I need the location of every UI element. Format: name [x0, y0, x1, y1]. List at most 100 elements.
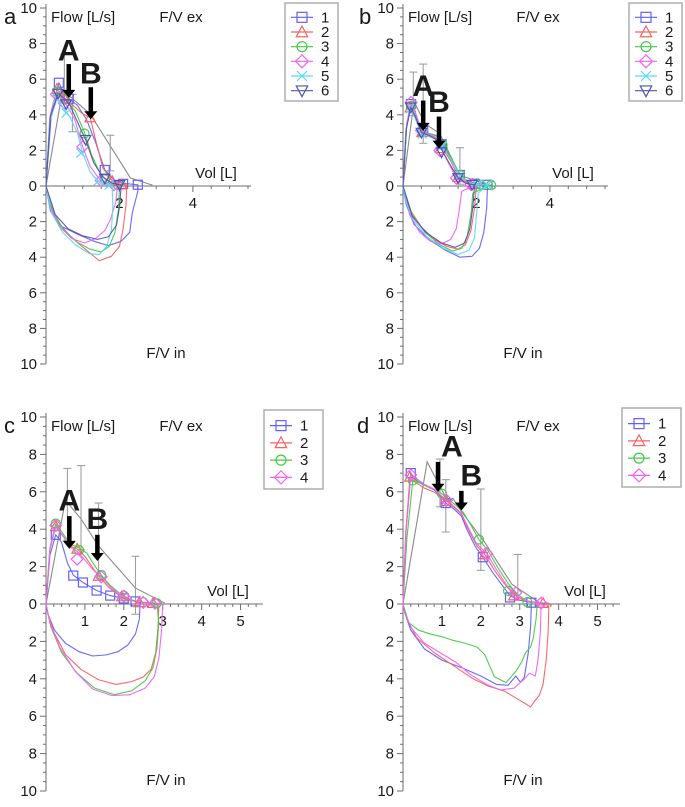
annotation-letter-B: B — [428, 86, 450, 119]
annotation-arrowhead-B — [454, 502, 468, 511]
y-tick-label: 4 — [386, 671, 394, 688]
series-5-marker — [455, 170, 465, 181]
y-tick-label: 8 — [29, 446, 37, 463]
annotation-arrowhead-A — [416, 122, 430, 131]
annotation-letter-A: A — [412, 70, 434, 103]
flow-volume-chart-b: b 10 8 6 4 2 0 2 4 6 8 10 2 4 AB Flow [L/s] F/V ex Vol [L… — [359, 0, 683, 373]
series-4-marker — [70, 552, 84, 566]
series-4-line — [402, 474, 542, 691]
panel-letter: d — [357, 413, 369, 438]
fv-in-label: F/V in — [503, 772, 542, 789]
y-tick-label: 10 — [20, 0, 37, 17]
series-4-marker — [439, 493, 454, 507]
legend-diamond-icon — [294, 53, 310, 69]
legend-label: 4 — [665, 53, 673, 70]
legend-label: 6 — [321, 83, 329, 100]
series-3-line — [45, 523, 160, 696]
x-tick-label: 4 — [197, 613, 205, 630]
series-3-marker — [436, 488, 448, 499]
legend-triangle-up-icon — [632, 433, 646, 447]
series-4-marker — [148, 596, 162, 610]
legend-square-icon — [275, 420, 287, 432]
series-1-marker — [132, 179, 143, 190]
series-6-marker — [98, 173, 111, 186]
annotation-arrowhead-B — [84, 111, 98, 120]
x-tick-label: 1 — [81, 613, 89, 630]
legend-label: 1 — [300, 418, 308, 435]
series-6-line — [45, 92, 122, 240]
legend-label: 4 — [321, 53, 329, 70]
legend-label: 3 — [665, 39, 673, 56]
series-4-marker — [117, 589, 131, 603]
legend-label: 2 — [300, 435, 308, 452]
legend-square-icon — [296, 11, 308, 23]
y-tick-label: 4 — [386, 521, 394, 538]
legend-triangle-up-icon — [639, 24, 653, 38]
y-tick-label: 6 — [386, 71, 394, 88]
y-tick-label: 6 — [29, 71, 37, 88]
y-tick-label: 2 — [29, 142, 37, 159]
y-tick-label: 2 — [29, 214, 37, 231]
y-tick-label: 6 — [29, 484, 37, 501]
y-tick-label: 10 — [377, 783, 394, 800]
y-tick-label: 4 — [29, 249, 37, 266]
annotation-arrowhead-A — [62, 540, 76, 549]
legend-circle-icon — [296, 41, 308, 53]
y-tick-label: 10 — [377, 409, 394, 426]
fv-ex-label: F/V ex — [159, 9, 203, 26]
mean-line — [45, 89, 153, 187]
y-tick-label: 8 — [386, 36, 394, 53]
y-tick-label: 6 — [29, 708, 37, 725]
series-4-marker — [107, 178, 121, 192]
y-tick-label: 4 — [386, 107, 394, 124]
legend-label: 5 — [665, 68, 673, 85]
y-tick-label: 8 — [29, 36, 37, 53]
annotation-arrowhead-B — [432, 140, 446, 149]
x-tick-label: 4 — [554, 613, 562, 630]
annotation-arrowhead-A — [62, 89, 76, 98]
series-2-marker — [507, 588, 521, 601]
flow-axis-label: Flow [L/s] — [51, 418, 115, 435]
annotation-letter-A: A — [441, 430, 463, 463]
vol-axis-label: Vol [L] — [195, 165, 237, 182]
vol-axis-label: Vol [L] — [564, 583, 606, 600]
y-tick-label: 8 — [29, 320, 37, 337]
vol-axis-label: Vol [L] — [552, 165, 594, 182]
y-tick-label: 2 — [29, 633, 37, 650]
series-4-marker — [49, 518, 63, 533]
y-tick-label: 0 — [386, 178, 394, 195]
series-6-marker — [404, 102, 417, 114]
series-5-marker — [436, 141, 447, 152]
y-tick-label: 10 — [377, 0, 394, 17]
series-1-marker — [105, 590, 116, 601]
y-tick-label: 4 — [29, 107, 37, 124]
y-tick-label: 6 — [386, 708, 394, 725]
series-1-marker — [68, 570, 79, 581]
panel-c: c 10 8 6 4 2 0 2 4 6 8 10 1 2 3 4 5 A B Flow [L/s] F/V ex Vol… — [0, 401, 342, 807]
legend-diamond-icon — [273, 470, 289, 485]
series-1-line — [402, 472, 532, 686]
legend-box — [263, 409, 324, 490]
legend-triangle-down-icon — [639, 85, 653, 98]
series-5-marker — [61, 108, 72, 118]
annotation-arrowhead-B — [90, 552, 104, 561]
fv-ex-label: F/V ex — [159, 418, 203, 435]
y-tick-label: 6 — [29, 285, 37, 302]
series-4-marker — [404, 468, 418, 482]
flow-axis-label: Flow [L/s] — [408, 418, 472, 435]
x-tick-label: 4 — [546, 195, 554, 212]
vol-axis-label: Vol [L] — [207, 583, 249, 600]
y-tick-label: 2 — [386, 633, 394, 650]
series-6-marker — [451, 173, 465, 185]
series-4-line — [45, 93, 119, 244]
x-tick-label: 3 — [516, 613, 524, 630]
annotation-letter-B: B — [80, 58, 102, 91]
series-3-line — [402, 480, 538, 684]
series-3-line — [402, 105, 492, 252]
annotation-arrowhead-A — [431, 483, 445, 492]
series-6-marker — [60, 99, 73, 111]
x-tick-label: 2 — [120, 613, 128, 630]
